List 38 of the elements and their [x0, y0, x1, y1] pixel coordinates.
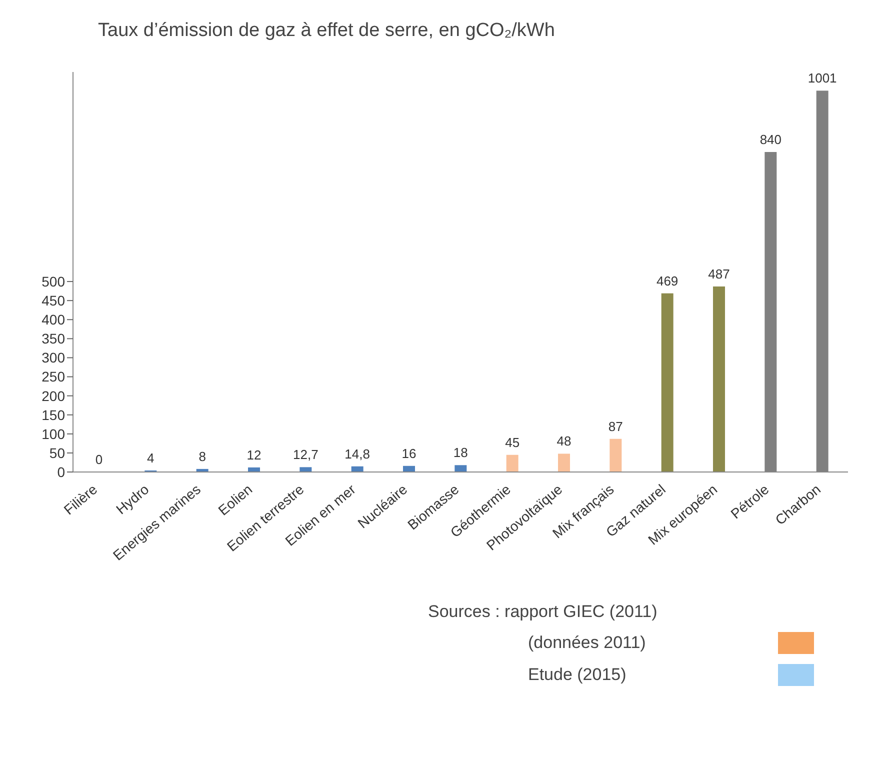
- bar: [300, 467, 312, 472]
- text: Etude (2015): [528, 665, 628, 685]
- y-tick-label: 50: [49, 444, 66, 461]
- data-label: 14,8: [344, 446, 370, 462]
- y-tick-label: 400: [42, 312, 66, 328]
- data-label: 45: [505, 434, 520, 450]
- chart-title: Taux d’émission de gaz à effet de serre, en gCO₂/kWh: [97, 19, 556, 42]
- data-label: 840: [760, 132, 782, 147]
- bar: [403, 466, 415, 472]
- data-label: 487: [708, 266, 730, 282]
- data-label: 12: [246, 447, 262, 462]
- data-label: 4: [147, 450, 154, 466]
- data-label: 1001: [808, 70, 837, 86]
- data-label: 8: [198, 448, 206, 464]
- y-tick-label: 0: [57, 464, 66, 480]
- bar: [661, 293, 674, 472]
- y-tick-label: 100: [42, 426, 66, 442]
- y-tick-label: 150: [42, 406, 66, 423]
- data-label: 18: [453, 445, 468, 460]
- y-tick-label: 250: [42, 368, 66, 385]
- y-tick-label: 300: [42, 350, 66, 366]
- data-label: 0: [95, 452, 103, 467]
- bar: [713, 286, 725, 472]
- bar: [558, 454, 570, 472]
- y-tick-label: 500: [42, 273, 66, 290]
- data-label: 48: [556, 434, 572, 449]
- bar: [610, 438, 622, 472]
- data-label: 16: [402, 446, 416, 461]
- data-label: 87: [608, 418, 623, 434]
- y-tick-label: 200: [42, 388, 66, 404]
- text: (données 2011): [528, 633, 647, 653]
- data-label: 469: [656, 273, 678, 288]
- source-note: Sources : rapport GIEC (2011): [428, 602, 658, 622]
- data-label: 12,7: [293, 447, 318, 462]
- bar: [454, 465, 467, 472]
- y-tick-label: 350: [42, 330, 66, 347]
- y-tick-label: 450: [42, 292, 66, 309]
- bar: [506, 454, 518, 472]
